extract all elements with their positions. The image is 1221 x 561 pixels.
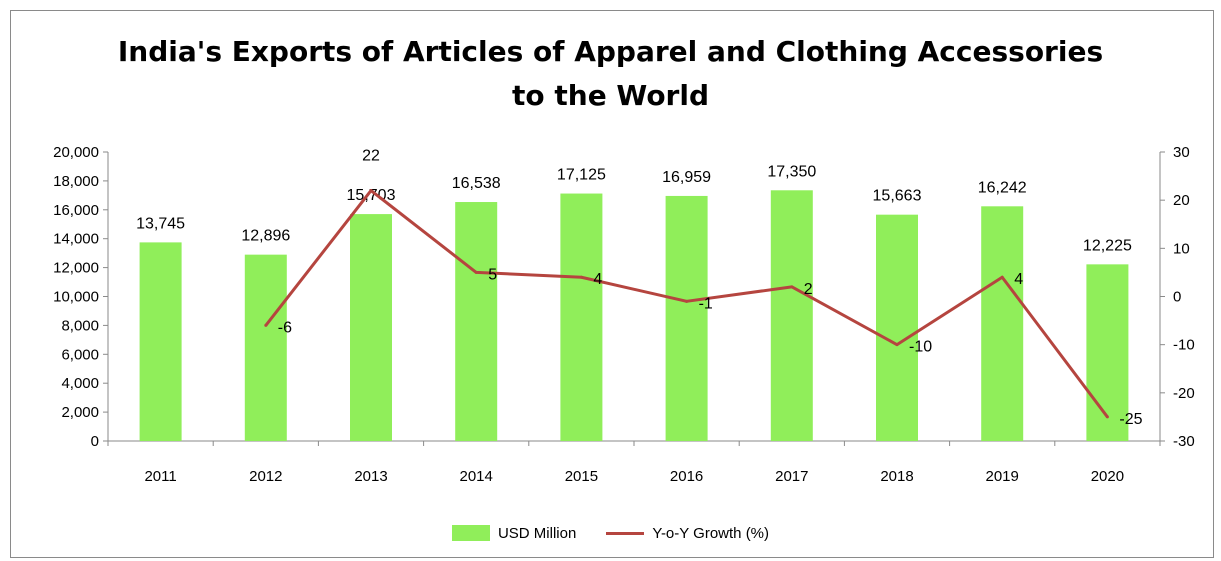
y-left-tick-label: 14,000 [53, 231, 99, 248]
y-left-tick-label: 12,000 [53, 260, 99, 277]
x-tick-label: 2020 [1091, 468, 1124, 485]
x-tick-label: 2014 [460, 468, 493, 485]
bar [455, 202, 498, 441]
growth-point [895, 343, 899, 347]
growth-data-label: 2 [804, 281, 813, 298]
legend-item-bars: USD Million [451, 524, 577, 542]
x-tick-label: 2019 [986, 468, 1019, 485]
y-left-tick-label: 10,000 [53, 289, 99, 306]
chart-title: India's Exports of Articles of Apparel a… [0, 30, 1221, 118]
bar-data-label: 17,350 [767, 163, 816, 180]
growth-point [579, 275, 583, 279]
bar-data-label: 16,242 [978, 179, 1027, 196]
legend-label-line: Y-o-Y Growth (%) [652, 524, 770, 542]
y-left-tick-label: 6,000 [61, 346, 99, 363]
growth-data-label: -25 [1119, 411, 1142, 428]
chart-title-line-1: India's Exports of Articles of Apparel a… [117, 35, 1104, 68]
growth-point [474, 270, 478, 274]
y-left-tick-label: 2,000 [61, 404, 99, 421]
y-left-tick-label: 4,000 [61, 375, 99, 392]
bar [981, 206, 1024, 441]
bar [876, 214, 918, 441]
y-right-tick-label: -10 [1173, 337, 1195, 354]
x-tick-label: 2012 [249, 468, 282, 485]
bar-data-label: 12,896 [241, 228, 290, 245]
bar-data-label: 13,745 [136, 215, 185, 232]
y-right-tick-label: 0 [1173, 289, 1181, 306]
legend-item-line: Y-o-Y Growth (%) [606, 525, 769, 542]
growth-point [790, 285, 794, 289]
bar-data-label: 16,538 [452, 175, 501, 192]
growth-point [1105, 415, 1109, 419]
growth-point [369, 189, 373, 193]
x-tick-label: 2013 [354, 468, 387, 485]
growth-data-label: -10 [909, 339, 932, 356]
bar-data-label: 16,959 [662, 169, 711, 186]
legend-label-bars: USD Million [497, 524, 577, 542]
y-right-tick-label: 20 [1173, 192, 1190, 209]
growth-data-label: 4 [1014, 271, 1023, 288]
x-tick-label: 2011 [144, 468, 176, 485]
y-left-tick-label: 8,000 [61, 317, 99, 334]
x-tick-label: 2018 [880, 468, 913, 485]
chart-title-line-2: to the World [512, 79, 709, 112]
x-tick-label: 2017 [775, 468, 808, 485]
y-left-tick-label: 18,000 [53, 173, 99, 190]
growth-data-label: -1 [699, 295, 713, 312]
growth-data-label: 4 [593, 271, 602, 288]
legend-swatch-line [606, 531, 645, 535]
y-right-tick-label: 30 [1173, 144, 1190, 161]
bar-data-label: 17,125 [557, 167, 606, 184]
bar [1086, 264, 1129, 441]
y-left-tick-label: 0 [91, 433, 99, 450]
growth-data-label: 22 [362, 148, 380, 165]
growth-data-label: 5 [488, 266, 497, 283]
bar [665, 195, 708, 441]
bar [350, 214, 392, 441]
y-right-tick-label: -20 [1173, 385, 1195, 402]
y-left-tick-label: 20,000 [53, 144, 99, 161]
x-tick-label: 2016 [670, 468, 703, 485]
y-right-tick-label: -30 [1173, 433, 1195, 450]
x-tick-label: 2015 [565, 468, 598, 485]
legend-swatch-bars [451, 525, 490, 541]
bar [139, 242, 182, 441]
growth-point [264, 323, 268, 327]
bar [770, 190, 813, 441]
chart-legend: USD Million Y-o-Y Growth (%) [0, 520, 1221, 546]
y-left-tick-label: 16,000 [53, 202, 99, 219]
bar-data-label: 15,663 [873, 188, 922, 205]
y-right-tick-label: 10 [1173, 240, 1190, 257]
bar [244, 254, 287, 441]
bar [560, 193, 603, 441]
growth-point [1000, 275, 1004, 279]
growth-data-label: -6 [278, 319, 292, 336]
bar-data-label: 12,225 [1083, 237, 1132, 254]
growth-point [685, 299, 689, 303]
